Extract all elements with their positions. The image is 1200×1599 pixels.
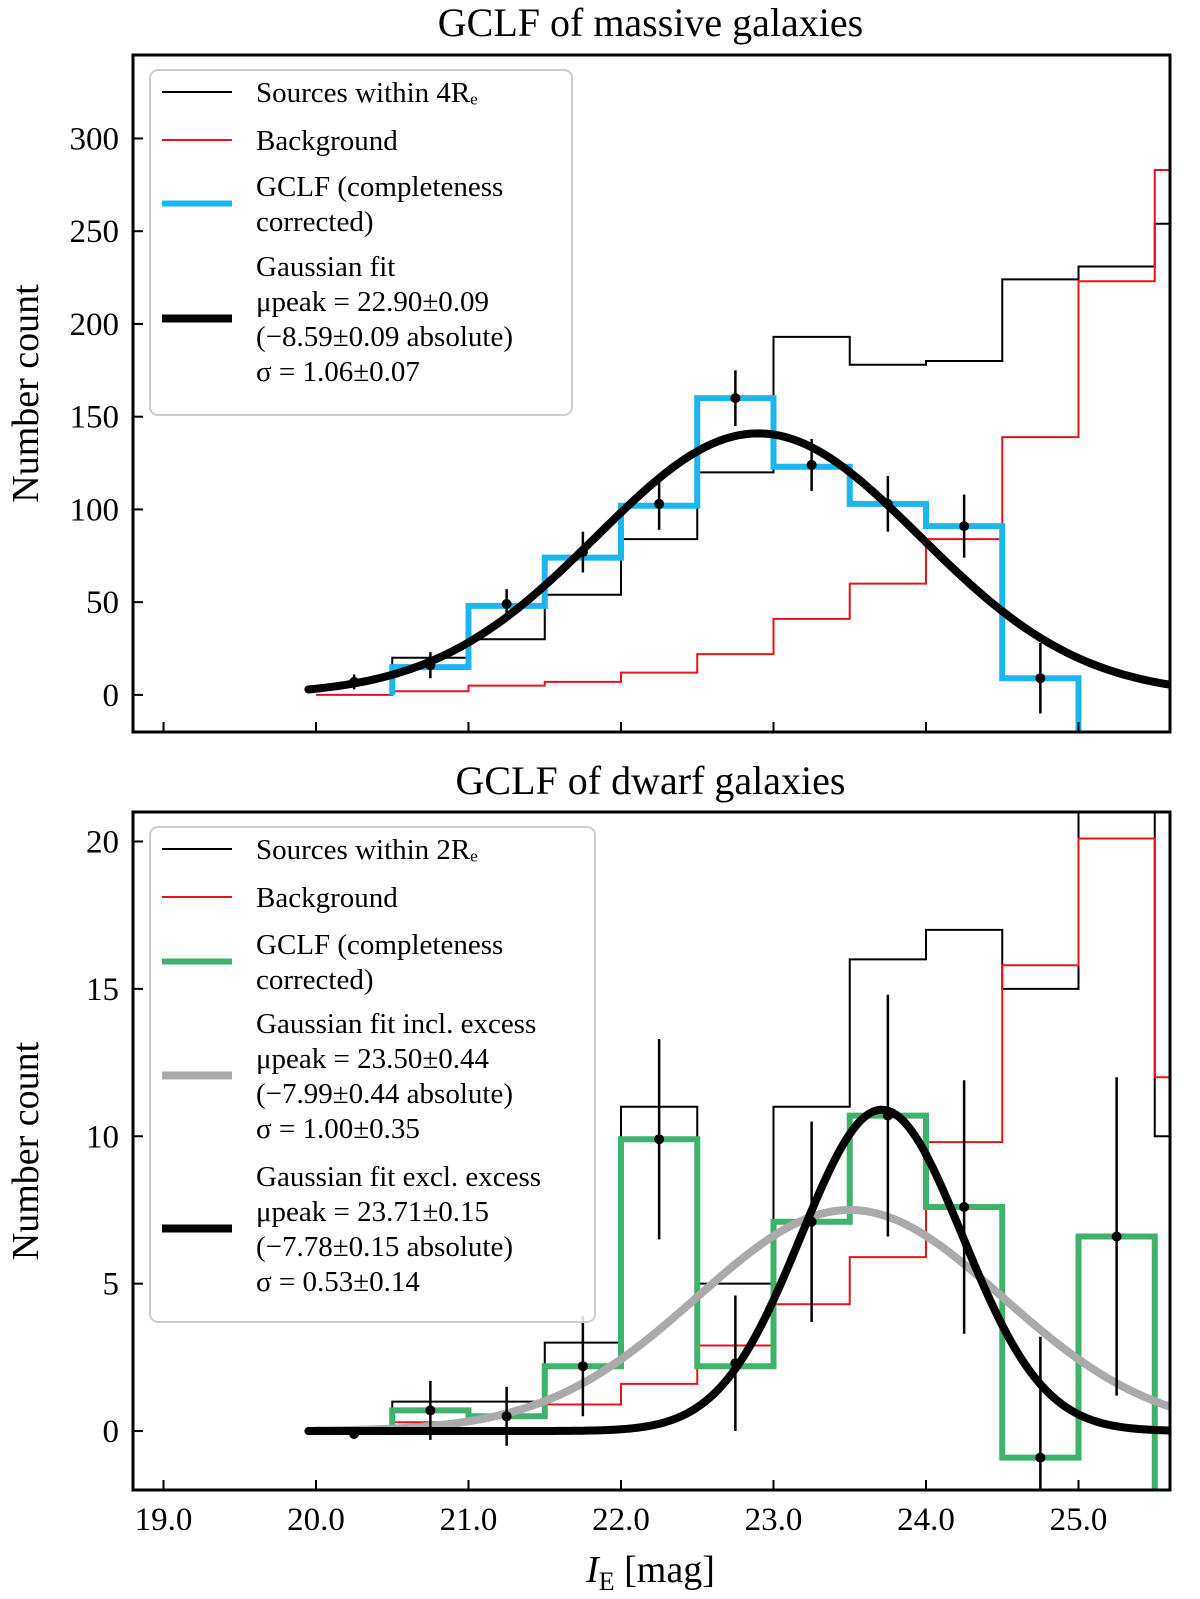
gaussian-fit-0	[304, 429, 1170, 694]
legend-label-background: Background	[256, 125, 398, 157]
data-point	[882, 498, 893, 509]
legend-label-fit_excl: (−7.78±0.15 absolute)	[256, 1231, 513, 1263]
y-tick-label: 50	[86, 585, 119, 621]
data-point	[1035, 673, 1046, 684]
legend-label-gclf: GCLF (completeness	[256, 171, 503, 203]
data-point	[501, 599, 512, 610]
data-point	[1035, 1452, 1046, 1463]
x-tick-label: 19.0	[135, 1502, 193, 1538]
data-point	[654, 498, 665, 509]
data-point	[959, 521, 970, 532]
panel-dwarf-galaxies: GCLF of dwarf galaxies 0 5 10 15 20 19.0 20.0 21…	[5, 758, 1172, 1596]
y-axis-label: Number count	[5, 1041, 47, 1260]
legend-label-background: Background	[256, 882, 398, 914]
legend-label-fit: Gaussian fit	[256, 251, 395, 283]
legend-box	[149, 826, 596, 1323]
gaussian-fit-0	[312, 1205, 1170, 1435]
data-point	[806, 1216, 817, 1227]
legend-label-fit_incl: σ = 1.00±0.35	[256, 1113, 420, 1145]
data-point	[959, 1202, 970, 1213]
chart-title: GCLF of dwarf galaxies	[456, 758, 846, 803]
y-tick-label: 150	[70, 400, 120, 436]
legend-box	[149, 69, 573, 416]
y-tick-label: 0	[103, 678, 120, 714]
y-tick-label: 5	[103, 1267, 120, 1303]
x-tick-label: 23.0	[745, 1502, 803, 1538]
legend-label-fit_excl: Gaussian fit excl. excess	[256, 1161, 541, 1193]
data-point	[577, 547, 588, 558]
series-step-gclf	[389, 1112, 1158, 1490]
data-point	[349, 676, 360, 687]
data-point	[425, 1405, 436, 1416]
y-axis-label: Number count	[5, 284, 47, 503]
legend-label-fit_excl: μpeak = 23.71±0.15	[256, 1196, 489, 1228]
y-tick-label: 300	[70, 121, 120, 157]
plot-area	[304, 168, 1170, 732]
y-tick-label: 15	[86, 972, 119, 1008]
data-point	[1111, 1231, 1122, 1242]
data-point	[730, 393, 741, 404]
data-point	[882, 1110, 893, 1121]
legend-label-gclf: corrected)	[256, 964, 374, 996]
legend: Sources within 2Rₑ Background GCLF (comple…	[149, 826, 596, 1323]
x-axis-label: IE [mag]	[585, 1549, 715, 1596]
axes-frame	[131, 53, 1172, 734]
legend-label-fit_incl: Gaussian fit incl. excess	[256, 1008, 536, 1040]
data-point	[349, 1428, 360, 1439]
legend: Sources within 4Rₑ Background GCLF (comple…	[149, 69, 573, 416]
y-tick-label: 250	[70, 214, 120, 250]
data-point	[425, 660, 436, 671]
x-tick-label: 21.0	[440, 1502, 498, 1538]
y-tick-label: 0	[103, 1414, 120, 1450]
legend-label-fit_incl: (−7.99±0.44 absolute)	[256, 1078, 513, 1110]
legend-label-fit_excl: σ = 0.53±0.14	[256, 1266, 420, 1298]
legend-label-sources: Sources within 2Rₑ	[256, 834, 478, 866]
y-tick-label: 10	[86, 1119, 119, 1155]
y-tick-label: 100	[70, 492, 120, 528]
data-point	[577, 1361, 588, 1372]
data-point	[730, 1358, 741, 1369]
x-tick-label: 20.0	[287, 1502, 345, 1538]
chart-title: GCLF of massive galaxies	[438, 0, 864, 45]
axes-frame	[131, 810, 1172, 1492]
data-point	[501, 1411, 512, 1422]
series-step-background	[316, 168, 1170, 696]
y-tick-label: 200	[70, 307, 120, 343]
x-tick-label: 25.0	[1050, 1502, 1108, 1538]
legend-label-gclf: corrected)	[256, 206, 374, 238]
panel-massive-galaxies: GCLF of massive galaxies 0 50 100 150 200 250 3…	[5, 0, 1172, 734]
legend-label-fit_incl: μpeak = 23.50±0.44	[256, 1043, 490, 1075]
x-tick-label: 24.0	[897, 1502, 955, 1538]
x-tick-label: 22.0	[592, 1502, 650, 1538]
legend-label-fit: (−8.59±0.09 absolute)	[256, 321, 513, 353]
legend-label-gclf: GCLF (completeness	[256, 929, 503, 961]
legend-label-fit: μpeak = 22.90±0.09	[256, 286, 489, 318]
data-point	[654, 1134, 665, 1145]
plot-area	[304, 812, 1170, 1490]
legend-label-sources: Sources within 4Rₑ	[256, 77, 478, 109]
series-step-gclf	[389, 395, 1082, 732]
legend-label-fit: σ = 1.06±0.07	[256, 356, 420, 388]
data-point	[806, 459, 817, 470]
y-tick-label: 20	[86, 824, 119, 860]
